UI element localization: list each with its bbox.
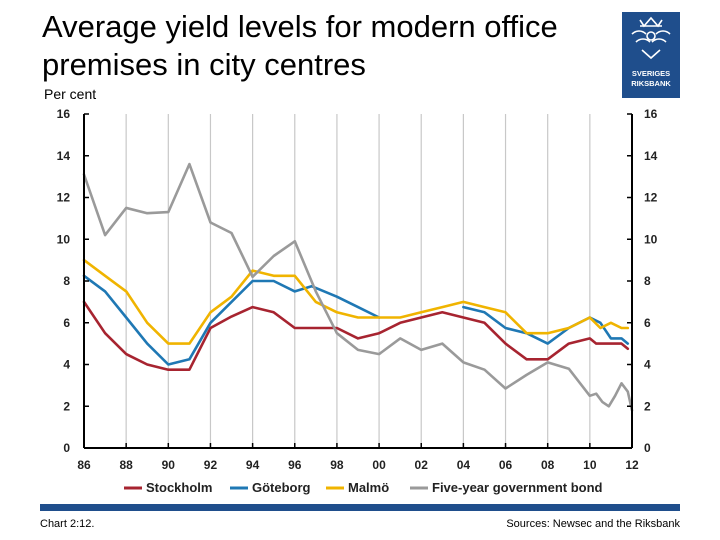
legend-label: Five-year government bond — [432, 480, 603, 495]
crown-icon: SVERIGES RIKSBANK — [631, 16, 671, 88]
y-tick-label-left: 0 — [63, 441, 70, 455]
logo-line2: RIKSBANK — [631, 79, 671, 88]
y-tick-label-left: 2 — [63, 399, 70, 413]
x-tick-label: 08 — [541, 458, 555, 472]
y-tick-label-left: 4 — [63, 358, 70, 372]
series-line-g-teborg — [82, 274, 381, 366]
y-tick-label-left: 14 — [57, 149, 71, 163]
y-tick-label-right: 0 — [644, 441, 651, 455]
logo-line1: SVERIGES — [632, 69, 670, 78]
x-tick-label: 06 — [499, 458, 513, 472]
y-tick-label-right: 12 — [644, 191, 658, 205]
x-tick-label: 92 — [204, 458, 218, 472]
source-note: Sources: Newsec and the Riksbank — [506, 518, 680, 530]
riksbank-logo: SVERIGES RIKSBANK — [622, 12, 680, 98]
y-tick-label-left: 16 — [57, 107, 71, 121]
legend-label: Stockholm — [146, 480, 212, 495]
y-tick-label-right: 2 — [644, 399, 651, 413]
x-tick-label: 04 — [457, 458, 471, 472]
footer-bar — [40, 504, 680, 511]
legend-label: Göteborg — [252, 480, 311, 495]
unit-label: Per cent — [44, 86, 97, 102]
chart-title: Average yield levels for modern office p… — [42, 9, 558, 82]
series-line-stockholm — [82, 300, 630, 372]
legend-label: Malmö — [348, 480, 389, 495]
y-tick-label-left: 12 — [57, 191, 71, 205]
x-tick-label: 00 — [372, 458, 386, 472]
x-tick-label: 12 — [625, 458, 639, 472]
series-line-malm- — [82, 258, 630, 345]
y-tick-label-right: 14 — [644, 149, 658, 163]
x-tick-label: 94 — [246, 458, 260, 472]
y-tick-label-right: 8 — [644, 274, 651, 288]
y-tick-label-right: 6 — [644, 316, 651, 330]
series-line-five-year-government-bond — [82, 162, 634, 412]
x-tick-label: 86 — [77, 458, 91, 472]
y-tick-label-left: 10 — [57, 232, 71, 246]
x-tick-label: 88 — [119, 458, 133, 472]
y-tick-label-right: 10 — [644, 232, 658, 246]
y-tick-label-right: 16 — [644, 107, 658, 121]
y-tick-label-left: 6 — [63, 316, 70, 330]
x-tick-label: 96 — [288, 458, 302, 472]
x-tick-label: 02 — [415, 458, 429, 472]
x-tick-label: 90 — [162, 458, 176, 472]
x-tick-label: 10 — [583, 458, 597, 472]
x-tick-label: 98 — [330, 458, 344, 472]
y-tick-label-right: 4 — [644, 358, 651, 372]
chart-number: Chart 2:12. — [40, 518, 95, 530]
y-tick-label-left: 8 — [63, 274, 70, 288]
